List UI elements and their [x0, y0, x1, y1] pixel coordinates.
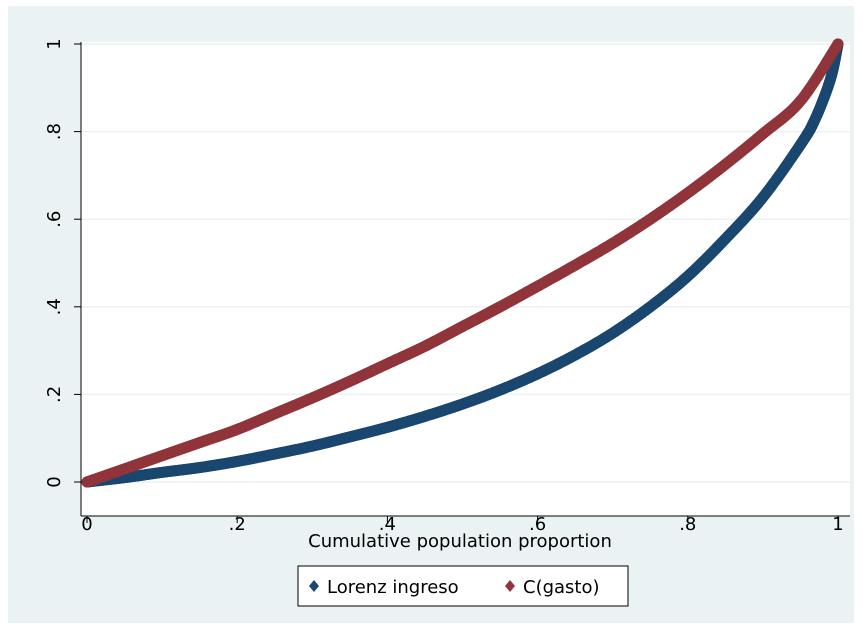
- series-lorenz-ingreso: [81, 38, 844, 488]
- y-tick-label: .4: [44, 298, 65, 315]
- series-layer: [81, 38, 844, 488]
- y-tick-label: .2: [44, 386, 65, 403]
- axis-ticks: 0 .2 .4 .6 .8 1 0 .2 .4 .6 .8 1: [44, 38, 844, 535]
- legend-label-gasto: C(gasto): [523, 577, 600, 598]
- x-tick-label: 1: [832, 514, 843, 535]
- x-axis-title: Cumulative population proportion: [308, 531, 612, 552]
- x-tick-label: .2: [229, 514, 246, 535]
- grid-lines: [81, 43, 850, 483]
- legend-marker-gasto: [505, 580, 515, 592]
- legend-label-lorenz: Lorenz ingreso: [327, 577, 459, 598]
- x-tick-label: .4: [379, 514, 396, 535]
- chart-frame: 0 .2 .4 .6 .8 1 0 .2 .4 .6 .8 1 Cumulative populati…: [8, 6, 854, 623]
- x-tick-label: 0: [81, 514, 92, 535]
- x-tick-label: .8: [679, 514, 696, 535]
- data-point: [832, 38, 844, 50]
- y-tick-label: .6: [44, 211, 65, 228]
- y-tick-label: 0: [44, 476, 65, 487]
- y-tick-label: .8: [44, 123, 65, 140]
- legend-box: [297, 565, 629, 607]
- legend-marker-lorenz: [309, 580, 319, 592]
- x-tick-label: .6: [529, 514, 546, 535]
- series-c-gasto: [81, 38, 844, 488]
- y-tick-label: 1: [44, 38, 65, 49]
- lorenz-chart: 0 .2 .4 .6 .8 1 0 .2 .4 .6 .8 1 Cumulative populati…: [44, 38, 850, 607]
- legend: Lorenz ingreso C(gasto): [297, 565, 629, 607]
